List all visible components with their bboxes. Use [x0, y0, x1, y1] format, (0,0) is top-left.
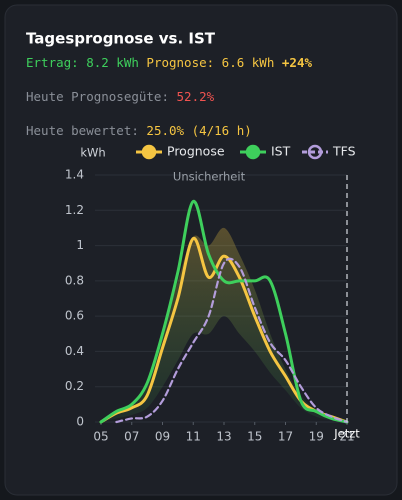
- delta: +24%: [282, 55, 313, 70]
- y-tick-label: 0.8: [65, 273, 84, 287]
- y-tick-label: 0.2: [65, 379, 84, 393]
- x-tick-label: 13: [216, 430, 231, 444]
- legend-label: IST: [271, 144, 291, 159]
- legend-label: TFS: [332, 144, 356, 159]
- x-tick-label: 15: [247, 430, 262, 444]
- quality-value: 52.2%: [177, 89, 215, 104]
- prognose: Prognose: 6.6 kWh: [146, 55, 274, 70]
- series-line: [99, 237, 349, 424]
- x-tick-label: 21: [339, 430, 354, 444]
- y-tick-label: 1.4: [65, 168, 84, 182]
- x-tick-label: 11: [186, 430, 201, 444]
- y-tick-label: 1.2: [65, 203, 84, 217]
- x-tick-label: 17: [278, 430, 293, 444]
- x-tick-label: 07: [124, 430, 139, 444]
- x-tick-label: 05: [93, 430, 108, 444]
- plot: 0 0.2 0.4 0.6 0.8 1 1.2 1.4 05 07 09 11 13 15 17 19 21 Un…: [65, 144, 360, 444]
- legend-marker: [141, 144, 157, 160]
- legend-label: Prognose: [167, 144, 225, 159]
- stats-line: Ertrag: 8.2 kWh Prognose: 6.6 kWh +24%: [26, 55, 312, 70]
- quality-label: Heute Prognosegüte:: [26, 89, 177, 104]
- y-tick-label: 0.6: [65, 309, 84, 323]
- x-tick-label: 09: [155, 430, 170, 444]
- y-tick-label: 0.4: [65, 344, 84, 358]
- x-tick-label: 19: [309, 430, 324, 444]
- legend-marker: [307, 144, 323, 160]
- series-line: [99, 199, 349, 424]
- y-tick-label: 1: [76, 238, 84, 252]
- series-line: [115, 257, 349, 424]
- y-tick-label: 0: [76, 415, 84, 429]
- rated-value: 25.0% (4/16 h): [146, 123, 251, 138]
- title: Tagesprognose vs. IST: [26, 30, 216, 48]
- y-axis-label: kWh: [80, 146, 105, 160]
- band-label: Unsicherheit: [173, 170, 246, 184]
- legend-marker: [245, 144, 261, 160]
- rated-line: Heute bewertet: 25.0% (4/16 h): [26, 123, 252, 138]
- quality-line: Heute Prognosegüte: 52.2%: [26, 89, 215, 104]
- ertrag: Ertrag: 8.2 kWh: [26, 55, 139, 70]
- rated-label: Heute bewertet:: [26, 123, 146, 138]
- now-label: Jetzt: [333, 427, 360, 441]
